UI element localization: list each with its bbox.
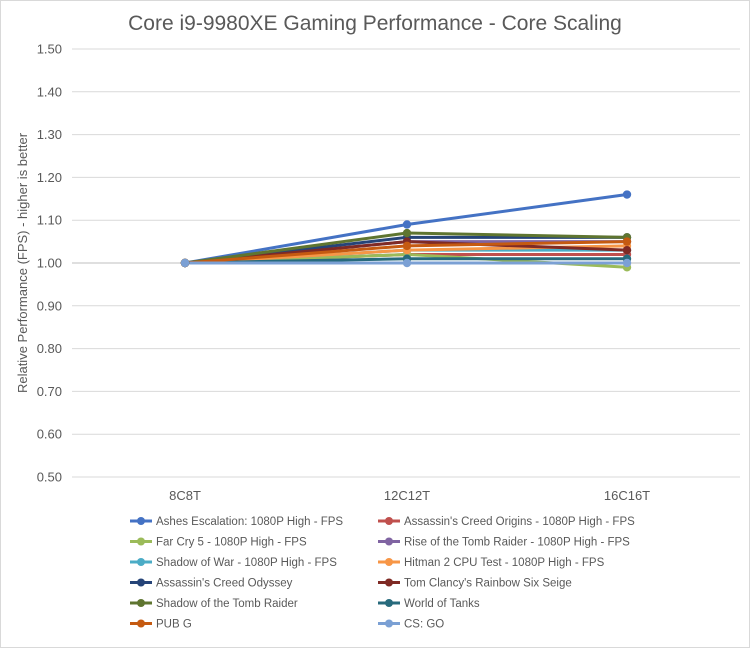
legend-item: Shadow of the Tomb Raider [130,598,298,610]
legend-label: Assassin's Creed Origins - 1080P High - … [404,516,635,528]
legend-item: Hitman 2 CPU Test - 1080P High - FPS [378,557,605,569]
legend-item: Tom Clancy's Rainbow Six Seige [378,578,572,590]
data-point [622,237,632,246]
legend-swatch-marker [385,619,393,628]
y-tick-label: 0.50 [37,470,62,485]
legend-label: PUB G [156,619,192,631]
data-point [402,228,412,238]
legend-swatch-marker [137,517,145,525]
y-tick-label: 1.50 [37,42,62,57]
y-tick-label: 1.10 [37,213,62,228]
data-point [622,258,632,268]
legend-item: PUB G [130,619,192,631]
legend-label: Assassin's Creed Odyssey [156,578,293,590]
data-point [622,190,632,199]
series-points [180,190,632,272]
x-tick-label: 12C12T [384,488,430,503]
x-tick-label: 8C8T [169,488,201,503]
y-tick-label: 0.70 [37,384,62,399]
legend-label: World of Tanks [404,598,480,610]
y-tick-label: 0.90 [37,298,62,313]
y-axis-title: Relative Performance (FPS) - higher is b… [15,132,30,393]
x-tick-label: 16C16T [604,488,650,503]
legend-swatch-marker [137,599,145,607]
legend-swatch-marker [137,558,145,566]
y-tick-label: 0.80 [37,341,62,356]
y-tick-label: 1.30 [37,127,62,142]
legend-item: Ashes Escalation: 1080P High - FPS [130,516,343,528]
chart-title: Core i9-9980XE Gaming Performance - Core… [128,12,622,35]
y-tick-label: 1.00 [37,256,62,271]
legend-label: Shadow of War - 1080P High - FPS [156,557,337,569]
y-tick-label: 1.40 [37,84,62,99]
x-tick-labels: 8C8T 12C12T 16C16T [169,488,650,503]
data-point [180,258,190,268]
legend-item: Assassin's Creed Origins - 1080P High - … [378,516,635,528]
legend-swatch-marker [385,558,393,566]
data-point [622,245,632,255]
y-tick-labels: 0.50 0.60 0.70 0.80 0.90 1.00 1.10 1.20 1.30 1.40… [37,42,62,485]
legend-swatch-marker [385,599,393,607]
legend-label: Shadow of the Tomb Raider [156,598,298,610]
legend-label: Far Cry 5 - 1080P High - FPS [156,537,307,549]
legend-swatch-marker [137,619,145,628]
legend-swatch-marker [137,537,145,546]
data-point [402,220,412,229]
legend-swatch-marker [137,578,145,587]
legend-item: World of Tanks [378,598,480,610]
legend-label: Tom Clancy's Rainbow Six Seige [404,578,572,590]
legend-swatch-marker [385,578,393,587]
data-point [402,241,412,251]
y-tick-label: 1.20 [37,170,62,185]
legend-swatch-marker [385,517,393,525]
legend-label: CS: GO [404,619,444,631]
legend-item: Assassin's Creed Odyssey [130,578,293,590]
legend-label: Ashes Escalation: 1080P High - FPS [156,516,343,528]
legend-label: Rise of the Tomb Raider - 1080P High - F… [404,537,630,549]
legend-item: Far Cry 5 - 1080P High - FPS [130,537,307,549]
y-tick-label: 0.60 [37,427,62,442]
legend-swatch-marker [385,537,393,546]
legend-label: Hitman 2 CPU Test - 1080P High - FPS [404,557,605,569]
legend-item: CS: GO [378,619,444,631]
legend: Ashes Escalation: 1080P High - FPS Assass… [130,516,635,631]
legend-item: Shadow of War - 1080P High - FPS [130,557,337,569]
data-point [402,258,412,268]
legend-item: Rise of the Tomb Raider - 1080P High - F… [378,537,630,549]
